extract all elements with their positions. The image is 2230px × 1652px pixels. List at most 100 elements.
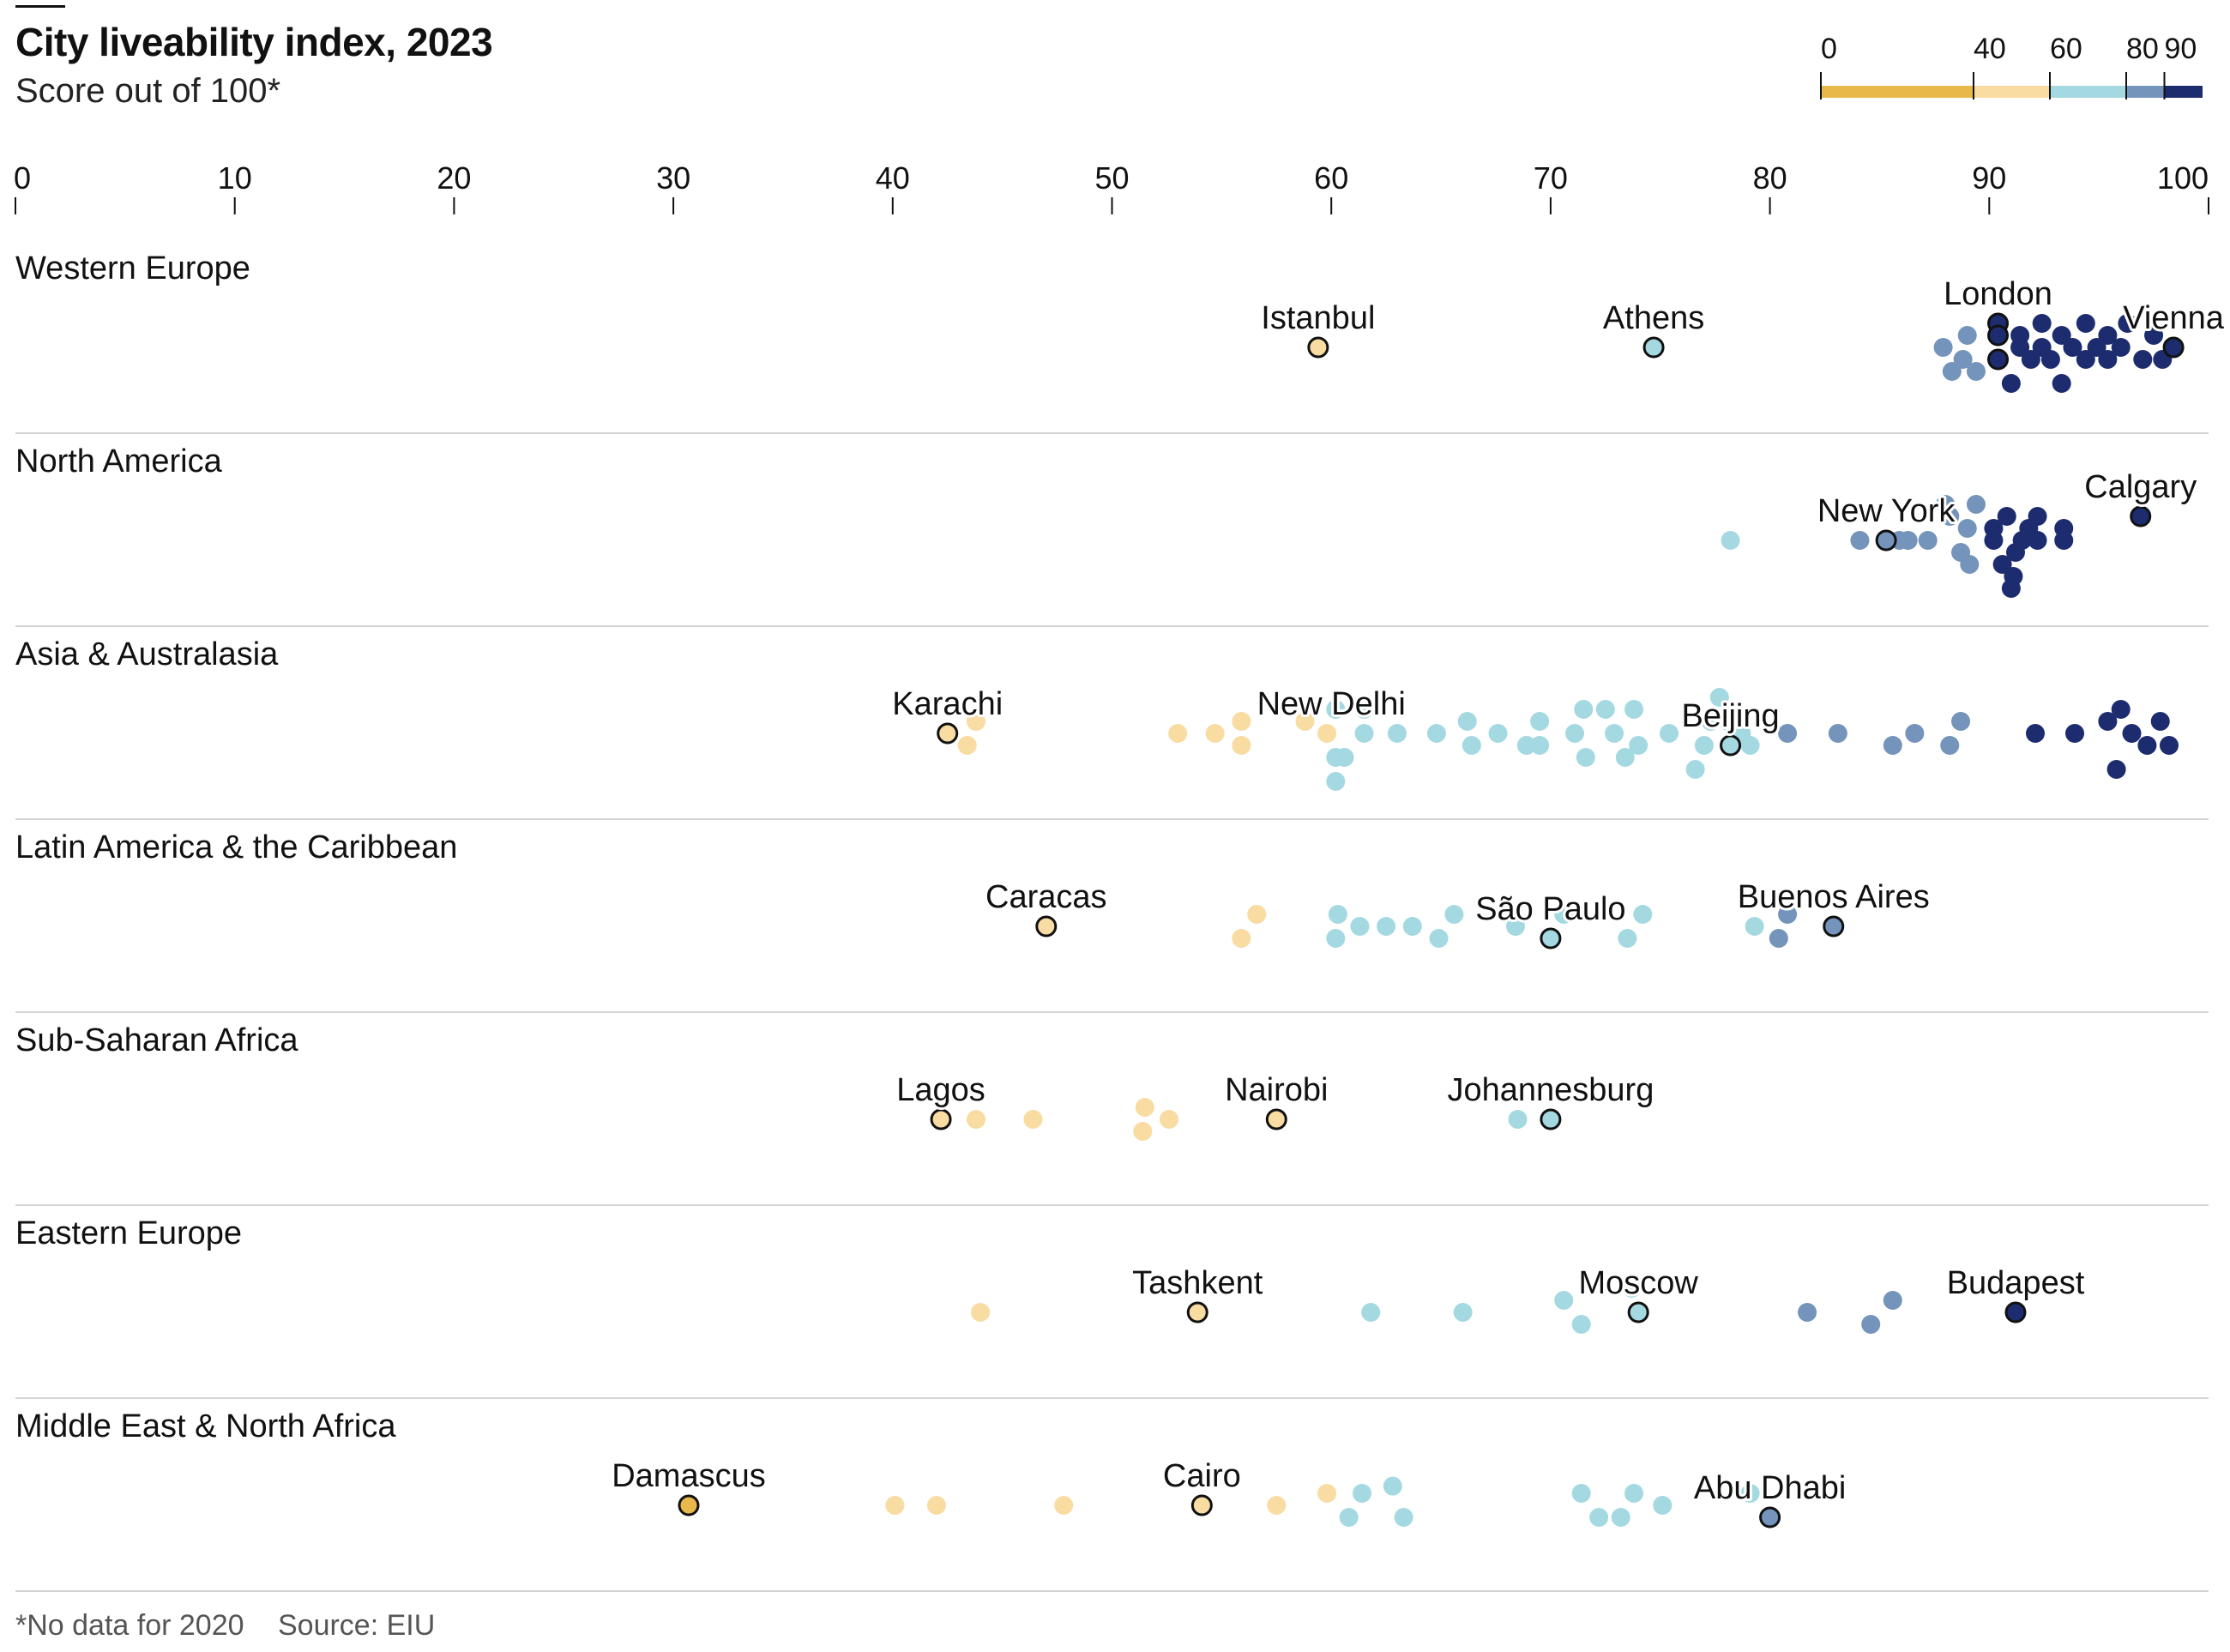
city-dot <box>1701 712 1721 731</box>
city-dot <box>885 1496 905 1515</box>
city-dot <box>2052 326 2071 345</box>
city-dot <box>1453 1303 1473 1322</box>
highlighted-city-dot <box>1265 1108 1287 1130</box>
x-tick-label-4: 40 <box>876 160 910 196</box>
city-label: São Paulo <box>1475 891 1625 927</box>
city-dot <box>1740 736 1760 755</box>
x-tick-label-6: 60 <box>1314 160 1348 196</box>
highlighted-city-dot <box>1627 1301 1649 1323</box>
city-dot <box>1054 1496 1074 1515</box>
city-dot <box>2111 700 2131 719</box>
highlighted-city-dot <box>2162 336 2185 359</box>
city-dot <box>1745 917 1764 936</box>
city-dot <box>2106 760 2126 779</box>
city-dot <box>2098 350 2118 369</box>
city-label: London <box>1944 276 2052 312</box>
city-dot <box>1936 495 1956 514</box>
city-label: New York <box>1817 493 1956 529</box>
city-dot <box>1719 712 1739 731</box>
city-dot <box>1861 1315 1881 1334</box>
city-dot <box>1326 929 1346 948</box>
city-dot <box>1232 736 1251 755</box>
city-dot <box>1354 700 1374 719</box>
chart-subtitle: Score out of 100* <box>15 72 281 110</box>
city-dot <box>1354 724 1374 743</box>
city-dot <box>1960 555 1980 574</box>
city-dot <box>1905 724 1925 743</box>
highlighted-city-dot <box>1540 1108 1562 1130</box>
city-dot <box>1267 1496 1287 1515</box>
highlighted-city-dot <box>1759 1506 1781 1528</box>
city-dot <box>1618 929 1637 948</box>
region-label: Latin America & the Caribbean <box>15 829 457 865</box>
city-dot <box>1326 700 1346 719</box>
city-dot <box>1295 712 1315 731</box>
highlighted-city-dot <box>1540 927 1562 950</box>
city-label: Beijing <box>1682 698 1780 734</box>
city-dot <box>1530 712 1550 731</box>
city-dot <box>1383 1476 1402 1496</box>
city-label: Nairobi <box>1225 1072 1328 1108</box>
highlighted-city-dot <box>1642 336 1665 359</box>
city-dot <box>1554 905 1574 924</box>
city-dot <box>1615 748 1635 767</box>
city-dot <box>1850 531 1870 550</box>
city-dot <box>1992 555 2012 574</box>
city-dot <box>957 736 977 755</box>
city-dot <box>1611 1508 1630 1527</box>
region-label: Asia & Australasia <box>15 636 279 672</box>
city-dot <box>1798 1303 1817 1322</box>
city-dot <box>1685 760 1705 779</box>
color-scale-legend: 0 40 60 80 90 <box>1820 33 2203 99</box>
city-dot <box>2021 350 2040 369</box>
highlighted-city-dot <box>1307 336 1329 359</box>
city-dot <box>1957 326 1977 345</box>
city-dot <box>1462 736 1481 755</box>
city-dot <box>2010 326 2030 345</box>
city-dot <box>1505 917 1525 936</box>
region-group-0: Western Europe Istanbul Athens London Vienna <box>15 250 2227 434</box>
city-dot <box>2150 712 2170 731</box>
region-groups: Western Europe Istanbul Athens London Vienna… <box>15 250 2227 1592</box>
city-dot <box>1984 531 2004 550</box>
city-dot <box>2133 350 2153 369</box>
city-label: Buenos Aires <box>1738 879 1930 915</box>
highlighted-city-dot <box>1190 1494 1213 1516</box>
city-dot <box>1828 724 1847 743</box>
footnote-note: *No data for 2020 <box>15 1609 244 1642</box>
city-dot <box>1951 712 1971 731</box>
city-dot <box>1918 531 1938 550</box>
city-dot <box>1554 1291 1574 1310</box>
city-label: Johannesburg <box>1447 1072 1654 1108</box>
city-dot <box>1402 917 1422 936</box>
city-label: Cairo <box>1163 1458 1241 1494</box>
region-label: Sub-Saharan Africa <box>15 1022 298 1058</box>
city-dot <box>1565 724 1585 743</box>
city-label: New Delhi <box>1257 686 1406 722</box>
city-dot <box>2001 374 2021 393</box>
region-group-2: Asia & Australasia Karachi New Delhi Beijin… <box>15 636 2209 820</box>
city-label: Tashkent <box>1132 1265 1263 1301</box>
city-dot <box>2118 314 2137 333</box>
city-dot <box>1247 905 1267 924</box>
city-dot <box>1339 1508 1359 1527</box>
city-dot <box>1516 736 1536 755</box>
city-label: Budapest <box>1947 1265 2085 1301</box>
x-tick-label-8: 80 <box>1753 160 1787 196</box>
city-dot <box>1605 724 1624 743</box>
city-dot <box>1429 929 1449 948</box>
city-dot <box>2054 519 2074 538</box>
x-tick-label-1: 10 <box>218 160 252 196</box>
city-label: Moscow <box>1578 1265 1698 1301</box>
city-dot <box>1778 724 1798 743</box>
legend-swatch-0 <box>1821 86 1974 98</box>
city-dot <box>1997 507 2016 526</box>
city-dot <box>1622 1279 1642 1298</box>
highlighted-city-dot <box>1987 348 2010 371</box>
highlighted-city-dot <box>1035 915 1058 938</box>
city-dot <box>1574 700 1594 719</box>
highlighted-city-dot <box>1987 324 2010 347</box>
city-label: Calgary <box>2084 469 2197 505</box>
city-dot <box>1326 772 1346 791</box>
city-dot <box>1133 1122 1153 1141</box>
